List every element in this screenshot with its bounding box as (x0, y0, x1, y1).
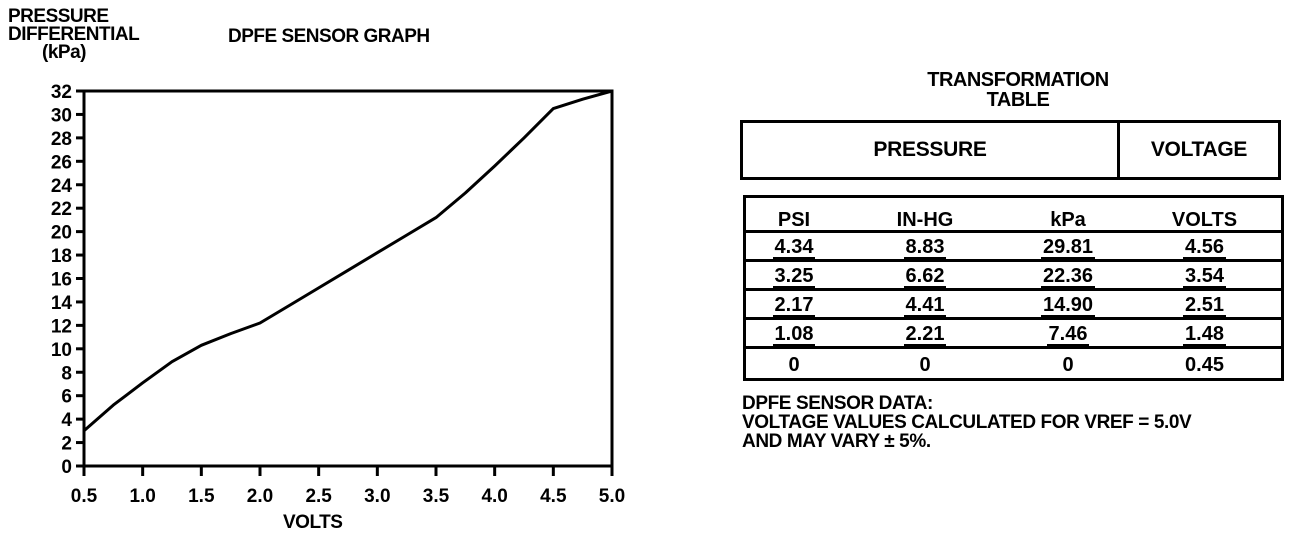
table-group-header: PRESSURE VOLTAGE (740, 120, 1281, 180)
table-cell: 14.90 (1040, 294, 1096, 317)
y-axis-label-line: (kPa) (42, 42, 86, 63)
x-tick-label: 2.5 (305, 486, 332, 507)
y-tick-label: 24 (51, 176, 73, 197)
x-tick-label: 3.5 (423, 486, 450, 507)
y-tick-label: 16 (51, 270, 72, 291)
table-row: 1.08 2.21 7.46 1.48 (746, 317, 1281, 346)
x-tick-label: 1.5 (188, 486, 215, 507)
table-cell: 1.48 (1183, 323, 1226, 346)
y-tick-label: 32 (51, 82, 72, 103)
table-cell: 7.46 (1046, 323, 1090, 346)
y-tick-label: 12 (51, 316, 72, 337)
table-cell: 6.62 (903, 265, 947, 288)
x-tick-label: 4.0 (481, 486, 507, 507)
note-line: VOLTAGE VALUES CALCULATED FOR VREF = 5.0… (742, 412, 1192, 433)
table-title-line: TRANSFORMATION (927, 69, 1109, 91)
y-tick-label: 26 (51, 152, 72, 173)
y-axis-label-line: DIFFERENTIAL (8, 24, 140, 45)
column-header-psi: PSI (777, 209, 811, 231)
y-tick-label: 18 (51, 246, 72, 267)
y-tick-label: 22 (51, 199, 72, 220)
table-cell: 22.36 (1040, 265, 1096, 288)
note-line: DPFE SENSOR DATA: (742, 393, 933, 414)
x-tick-label: 2.0 (247, 486, 273, 507)
y-axis-label: PRESSURE DIFFERENTIAL (kPa) (8, 6, 140, 63)
table-cell: 0 (1062, 354, 1074, 376)
x-tick-label: 4.5 (540, 486, 567, 507)
series-line (83, 89, 613, 432)
pressure-header: PRESSURE (743, 123, 1120, 177)
table-row: 4.34 8.83 29.81 4.56 (746, 230, 1281, 259)
table-title-line: TABLE (986, 89, 1050, 111)
table-cell: 4.41 (903, 294, 947, 317)
y-tick-label: 14 (51, 293, 73, 314)
table-cell: 2.21 (903, 323, 947, 346)
table-title: TRANSFORMATION TABLE (890, 70, 1146, 110)
y-tick-label: 10 (51, 340, 72, 361)
y-tick-label: 20 (51, 223, 72, 244)
x-axis-label: VOLTS (283, 512, 343, 533)
sensor-data-note: DPFE SENSOR DATA: VOLTAGE VALUES CALCULA… (742, 393, 1192, 452)
transformation-table: PSI IN-HG kPa VOLTS 4.34 8.83 29.81 4.56… (743, 195, 1284, 381)
table-cell: 0 (919, 354, 931, 376)
table-cell: 2.51 (1183, 294, 1226, 317)
table-cell: 4.56 (1183, 236, 1226, 259)
y-tick-label: 30 (51, 105, 72, 126)
table-row: 3.25 6.62 22.36 3.54 (746, 259, 1281, 288)
x-tick-label: 1.0 (129, 486, 155, 507)
y-tick-label: 2 (61, 434, 72, 455)
table-cell: 8.83 (903, 236, 947, 259)
y-axis-label-line: PRESSURE (8, 6, 109, 27)
y-tick-label: 0 (61, 457, 72, 478)
table-cell: 1.08 (772, 323, 816, 346)
table-cell: 4.34 (772, 236, 816, 259)
y-tick-label: 28 (51, 129, 72, 150)
y-tick-label: 6 (61, 387, 72, 408)
x-tick-label: 5.0 (599, 486, 625, 507)
table-cell: 0 (788, 354, 800, 376)
chart-title: DPFE SENSOR GRAPH (228, 26, 430, 47)
y-tick-label: 8 (61, 363, 72, 384)
table-cell: 0.45 (1185, 354, 1224, 376)
column-header-kpa: kPa (1050, 209, 1086, 231)
x-tick-label: 3.0 (364, 486, 390, 507)
column-header-in-hg: IN-HG (896, 209, 954, 231)
x-tick-label: 0.5 (71, 486, 98, 507)
table-row: 0 0 0 0.45 (746, 346, 1281, 375)
voltage-header: VOLTAGE (1150, 138, 1248, 161)
note-line: AND MAY VARY ± 5%. (742, 431, 931, 452)
column-header-volts: VOLTS (1171, 209, 1238, 231)
table-cell: 3.54 (1183, 265, 1226, 288)
plot-frame (82, 89, 614, 468)
table-row: 2.17 4.41 14.90 2.51 (746, 288, 1281, 317)
table-cell: 3.25 (772, 265, 816, 288)
table-cell: 2.17 (772, 294, 816, 317)
table-header-row: PSI IN-HG kPa VOLTS (746, 198, 1281, 230)
y-tick-label: 4 (61, 410, 72, 431)
table-cell: 29.81 (1040, 236, 1096, 259)
